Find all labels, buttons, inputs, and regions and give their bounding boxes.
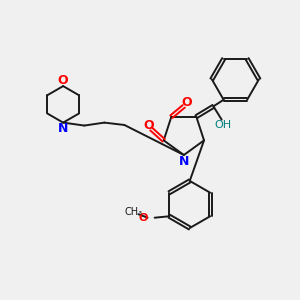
Text: N: N	[179, 155, 189, 168]
Text: O: O	[139, 213, 148, 223]
Text: O: O	[143, 119, 154, 132]
Text: CH₃: CH₃	[124, 207, 142, 218]
Text: OH: OH	[214, 120, 232, 130]
Text: O: O	[182, 96, 192, 109]
Text: N: N	[58, 122, 68, 135]
Text: O: O	[58, 74, 68, 87]
